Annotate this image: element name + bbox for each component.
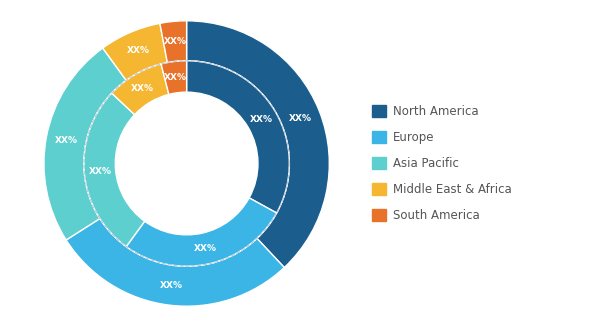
Wedge shape	[44, 48, 126, 240]
Wedge shape	[161, 61, 187, 95]
Text: XX%: XX%	[126, 46, 149, 55]
Text: XX%: XX%	[160, 281, 183, 290]
Text: XX%: XX%	[194, 244, 217, 253]
Wedge shape	[66, 218, 284, 306]
Text: XX%: XX%	[250, 115, 273, 124]
Text: XX%: XX%	[131, 84, 154, 93]
Wedge shape	[160, 21, 187, 62]
Wedge shape	[103, 23, 167, 80]
Wedge shape	[84, 93, 144, 247]
Wedge shape	[126, 198, 277, 266]
Legend: North America, Europe, Asia Pacific, Middle East & Africa, South America: North America, Europe, Asia Pacific, Mid…	[367, 100, 517, 227]
Text: XX%: XX%	[88, 167, 111, 176]
Text: XX%: XX%	[55, 136, 78, 145]
Text: XX%: XX%	[164, 73, 187, 82]
Wedge shape	[112, 64, 169, 115]
Wedge shape	[187, 61, 290, 213]
Text: XX%: XX%	[289, 114, 312, 123]
Wedge shape	[187, 21, 329, 267]
Text: XX%: XX%	[164, 37, 187, 46]
